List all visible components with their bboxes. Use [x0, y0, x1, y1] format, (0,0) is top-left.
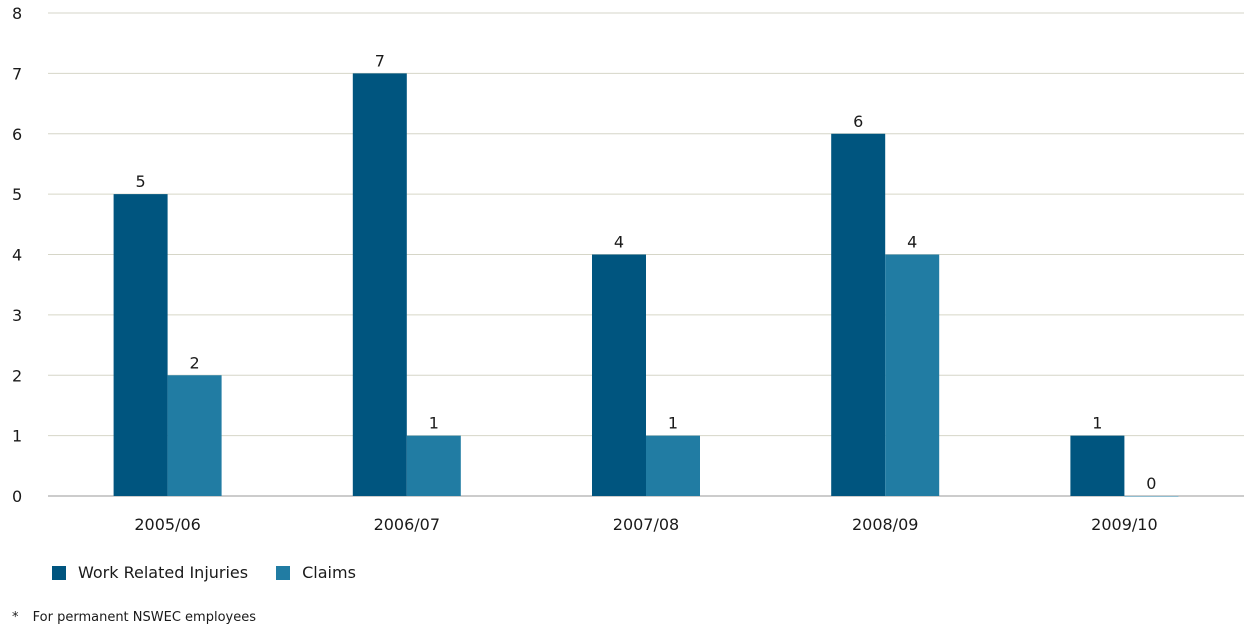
y-tick-label-1: 1: [12, 427, 22, 446]
bar-claims-2007-08: [646, 435, 700, 496]
y-tick-label-0: 0: [12, 487, 22, 506]
bar-work-related-injuries-2006-07: [352, 73, 407, 496]
legend-swatch-work-related-injuries: [52, 565, 66, 580]
legend-swatch-claims: [276, 565, 291, 580]
y-tick-label-4: 4: [12, 246, 22, 265]
y-tick-label-2: 2: [12, 366, 22, 385]
bar-label-claims-2005-06: 2: [190, 353, 200, 372]
bar-claims-2008-09: [885, 254, 940, 496]
y-tick-label-7: 7: [12, 64, 22, 83]
legend-item-work-related-injuries: Work Related Injuries: [52, 563, 248, 582]
bar-label-work-related-injuries-2008-09: 6: [853, 112, 863, 131]
bar-claims-2005-06: [167, 375, 222, 496]
bar-label-claims-2009-10: 0: [1146, 474, 1156, 493]
bar-label-claims-2007-08: 1: [668, 414, 678, 433]
bar-work-related-injuries-2005-06: [113, 194, 168, 496]
bar-label-work-related-injuries-2005-06: 5: [136, 172, 146, 191]
bars: [113, 73, 1179, 497]
y-tick-label-5: 5: [12, 185, 22, 204]
legend-label-work-related-injuries: Work Related Injuries: [78, 563, 249, 582]
footnote-text: For permanent NSWEC employees: [32, 610, 256, 625]
x-tick-label-2007-08: 2007/08: [613, 515, 679, 534]
x-tick-label-2006-07: 2006/07: [374, 515, 440, 534]
bar-label-claims-2008-09: 4: [907, 233, 917, 252]
bar-value-labels: 5 2 7 1 4 1 6 4 1 0: [136, 51, 1157, 493]
legend-item-claims: Claims: [276, 563, 356, 582]
x-tick-label-2009-10: 2009/10: [1091, 515, 1157, 534]
bar-claims-2006-07: [406, 435, 461, 496]
legend-label-claims: Claims: [302, 563, 356, 582]
bar-claims-2009-10: [1124, 496, 1179, 497]
x-tick-label-2008-09: 2008/09: [852, 515, 918, 534]
bar-label-work-related-injuries-2009-10: 1: [1092, 414, 1102, 433]
footnote: * For permanent NSWEC employees: [12, 610, 256, 625]
bar-work-related-injuries-2007-08: [592, 254, 646, 496]
bar-work-related-injuries-2009-10: [1070, 435, 1125, 496]
footnote-marker: *: [12, 610, 19, 625]
y-axis-tick-labels: 0 1 2 3 4 5 6 7 8: [12, 4, 22, 506]
bar-label-claims-2006-07: 1: [429, 414, 439, 433]
y-tick-label-8: 8: [12, 4, 22, 23]
x-axis-category-labels: 2005/06 2006/07 2007/08 2008/09 2009/10: [134, 515, 1157, 534]
bar-work-related-injuries-2008-09: [831, 133, 886, 496]
y-tick-label-6: 6: [12, 125, 22, 144]
bar-chart: 0 1 2 3 4 5 6 7 8 5 2 7 1 4 1 6 4 1 0 2005/06 2006/07 2007/…: [12, 4, 1244, 534]
bar-label-work-related-injuries-2007-08: 4: [614, 233, 624, 252]
x-tick-label-2005-06: 2005/06: [134, 515, 200, 534]
legend: Work Related Injuries Claims: [52, 563, 384, 582]
bar-label-work-related-injuries-2006-07: 7: [375, 51, 385, 70]
y-tick-label-3: 3: [12, 306, 22, 325]
